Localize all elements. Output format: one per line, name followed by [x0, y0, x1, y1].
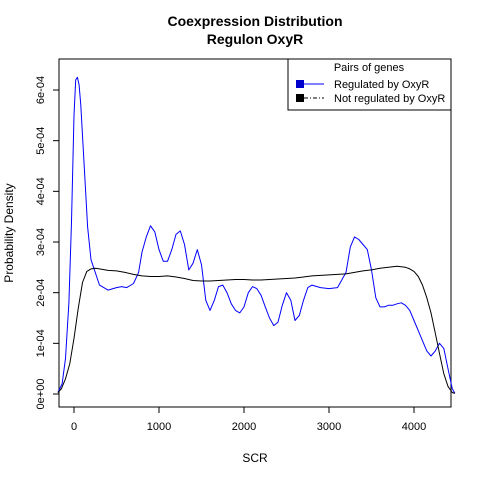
legend-swatch-not-regulated — [296, 94, 304, 102]
y-tick-label: 0e+00 — [35, 379, 47, 410]
legend: Pairs of genes Regulated by OxyR Not reg… — [287, 58, 452, 111]
legend-title: Pairs of genes — [334, 62, 405, 74]
x-tick-label: 2000 — [232, 421, 256, 433]
y-tick-label: 2e-04 — [35, 279, 47, 307]
x-tick-label: 3000 — [317, 421, 341, 433]
x-axis: 0 1000 2000 3000 4000 — [71, 407, 426, 433]
plot-frame — [58, 58, 452, 408]
chart-title: Coexpression Distribution — [167, 13, 342, 29]
y-axis: 0e+00 1e-04 2e-04 3e-04 4e-04 5e-04 6e-04 — [35, 76, 59, 410]
x-tick-label: 4000 — [402, 421, 426, 433]
legend-swatch-regulated — [296, 80, 304, 88]
legend-label-not-regulated: Not regulated by OxyR — [334, 93, 445, 105]
x-axis-title: SCR — [242, 451, 268, 465]
series-line-regulated — [57, 76, 456, 394]
y-tick-label: 5e-04 — [35, 127, 47, 155]
series-layer — [57, 76, 456, 394]
x-tick-label: 1000 — [147, 421, 171, 433]
y-tick-label: 4e-04 — [35, 177, 47, 205]
series-line-not-regulated — [57, 265, 455, 394]
y-axis-title: Probability Density — [2, 183, 16, 282]
y-tick-label: 3e-04 — [35, 228, 47, 256]
chart-subtitle: Regulon OxyR — [207, 31, 303, 47]
y-tick-label: 6e-04 — [35, 76, 47, 104]
y-tick-label: 1e-04 — [35, 329, 47, 357]
legend-label-regulated: Regulated by OxyR — [334, 79, 429, 91]
x-tick-label: 0 — [71, 421, 77, 433]
